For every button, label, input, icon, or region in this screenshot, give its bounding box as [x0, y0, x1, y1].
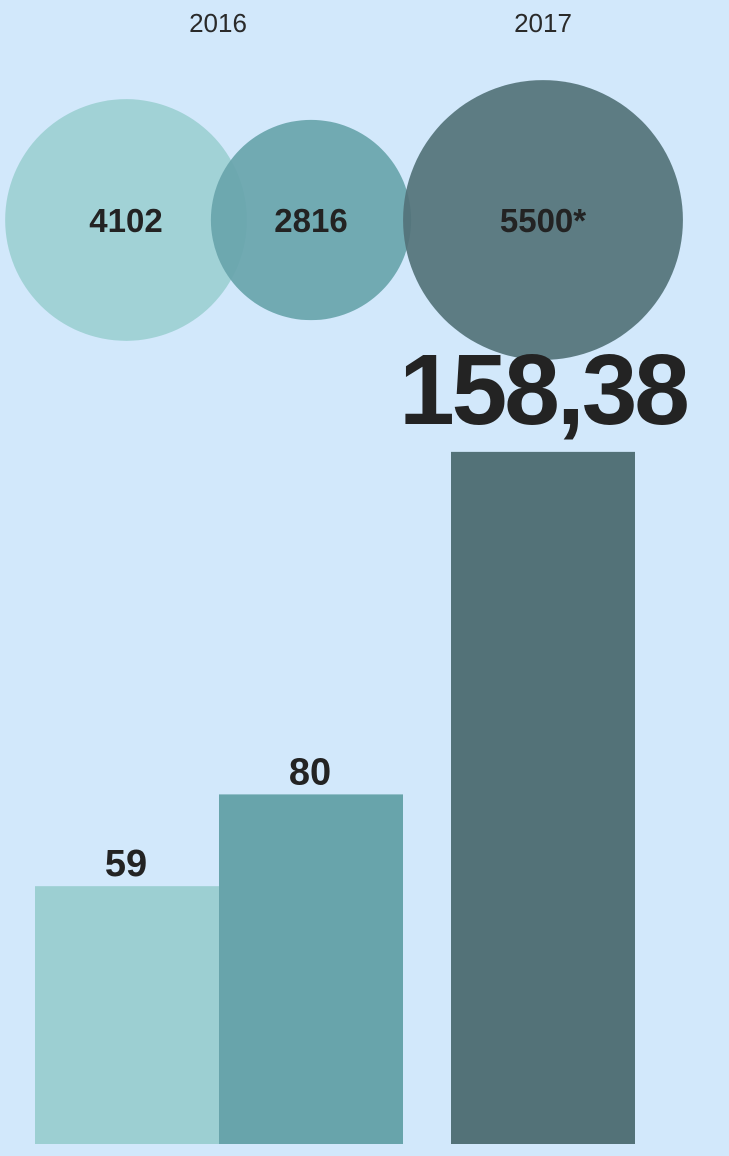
bar-label-3: 158,38: [399, 334, 687, 446]
bar-label-2: 80: [289, 751, 331, 793]
bubble-label-3: 5500*: [500, 202, 586, 239]
bubble-2: [210, 119, 412, 321]
bar-1: [35, 886, 219, 1144]
year-label-2016: 2016: [189, 8, 247, 38]
bar-3: [451, 451, 635, 1144]
year-label-2017: 2017: [514, 8, 572, 38]
bubbles: 4102 2816 5500*: [5, 80, 683, 360]
bar-label-1: 59: [105, 843, 147, 885]
bubble-label-2: 2816: [274, 202, 347, 239]
bubble-label-1: 4102: [89, 202, 162, 239]
bubble-3: [403, 80, 683, 360]
bars: 59 80 158,38: [35, 334, 690, 1144]
bar-2: [219, 794, 403, 1144]
bubble-1: [5, 99, 247, 341]
